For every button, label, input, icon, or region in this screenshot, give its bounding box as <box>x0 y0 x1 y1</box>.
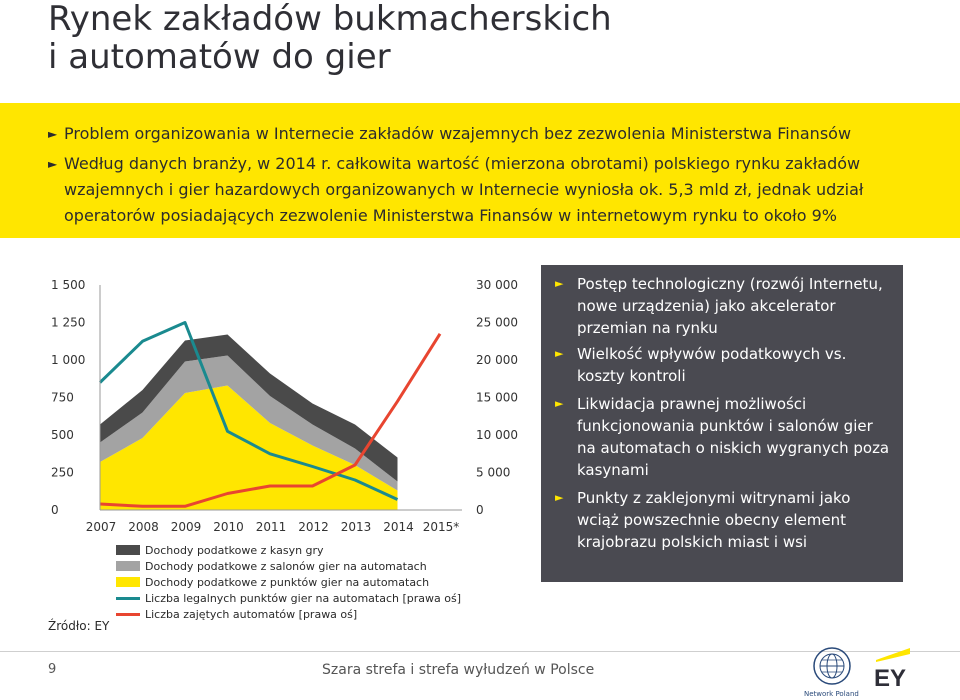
panel-item-1: ► Postęp technologiczny (rozwój Internetu… <box>555 273 895 339</box>
legend-swatch <box>116 597 140 600</box>
chart: 0 250 500 750 1 000 1 250 1 500 0 5 000 10 000 15 … <box>51 278 518 534</box>
right-tick-label: 30 000 <box>476 278 518 292</box>
stacked-areas <box>100 334 398 510</box>
legend-swatch <box>116 561 140 571</box>
right-tick-label: 15 000 <box>476 391 518 405</box>
bullet-2: ► Według danych branży, w 2014 r. całkow… <box>48 151 948 229</box>
x-tick-label: 2015* <box>423 520 460 534</box>
logo-caption: Network Poland <box>804 690 859 698</box>
source-note: Źródło: EY <box>48 619 110 633</box>
x-tick-label: 2013 <box>341 520 372 534</box>
x-tick-label: 2012 <box>298 520 329 534</box>
x-tick-label: 2008 <box>128 520 159 534</box>
left-tick-label: 1 000 <box>51 353 85 367</box>
x-tick-label: 2007 <box>86 520 117 534</box>
left-tick-label: 750 <box>51 391 74 405</box>
legend-label: Dochody podatkowe z salonów gier na auto… <box>145 560 427 573</box>
ey-logo: EY <box>874 648 910 690</box>
page-number: 9 <box>48 662 57 677</box>
legend-label: Dochody podatkowe z kasyn gry <box>145 544 324 557</box>
legend-label: Liczba zajętych automatów [prawa oś] <box>145 608 358 621</box>
panel-item-text: Punkty z zaklejonymi witrynami jako wcią… <box>577 489 851 551</box>
bullet-arrow-icon: ► <box>48 157 58 171</box>
legend-swatch <box>116 613 140 616</box>
right-tick-label: 0 <box>476 503 484 517</box>
bullet-arrow-icon: ► <box>555 347 564 360</box>
highlight-band <box>0 103 960 238</box>
side-panel: ► Postęp technologiczny (rozwój Internetu… <box>541 265 903 582</box>
axes: 0 250 500 750 1 000 1 250 1 500 0 5 000 10 000 15 … <box>51 278 518 534</box>
panel-item-2: ► Wielkość wpływów podatkowych vs. koszty… <box>555 343 895 387</box>
panel-item-text: Postęp technologiczny (rozwój Internetu,… <box>577 275 883 337</box>
title-line-2: i automatów do gier <box>48 37 391 77</box>
panel-item-text: Wielkość wpływów podatkowych vs. koszty … <box>577 345 847 385</box>
bullet-arrow-icon: ► <box>555 491 564 504</box>
bullet-2-text: Według danych branży, w 2014 r. całkowit… <box>64 154 864 225</box>
area-series-1 <box>100 355 398 491</box>
line-series-0 <box>98 321 399 501</box>
right-tick-label: 10 000 <box>476 428 518 442</box>
footer-divider <box>0 651 960 652</box>
right-tick-label: 5 000 <box>476 466 510 480</box>
area-series-2 <box>100 334 398 482</box>
left-tick-label: 500 <box>51 428 74 442</box>
legend-label: Dochody podatkowe z punktów gier na auto… <box>145 576 430 589</box>
left-tick-label: 0 <box>51 503 59 517</box>
area-series-0 <box>100 385 398 510</box>
x-tick-label: 2011 <box>256 520 287 534</box>
bullet-arrow-icon: ► <box>48 127 58 141</box>
title-line-1: Rynek zakładów bukmacherskich <box>48 0 612 39</box>
line-series <box>98 321 442 508</box>
right-tick-label: 20 000 <box>476 353 518 367</box>
un-global-compact-logo <box>813 647 851 685</box>
footer-title: Szara strefa i strefa wyłudzeń w Polsce <box>322 662 595 678</box>
right-tick-label: 25 000 <box>476 316 518 330</box>
left-tick-label: 1 500 <box>51 278 85 292</box>
x-tick-label: 2010 <box>213 520 244 534</box>
bullet-1-text: Problem organizowania w Internecie zakła… <box>64 124 852 143</box>
bullet-arrow-icon: ► <box>555 397 564 410</box>
legend-swatch <box>116 545 140 555</box>
panel-item-4: ► Punkty z zaklejonymi witrynami jako wci… <box>555 487 895 553</box>
panel-item-text: Likwidacja prawnej możliwości funkcjonow… <box>577 395 890 479</box>
bullet-arrow-icon: ► <box>555 277 564 290</box>
panel-item-3: ► Likwidacja prawnej możliwości funkcjono… <box>555 393 895 481</box>
page-title: Rynek zakładów bukmacherskich i automató… <box>48 0 928 76</box>
legend-label: Liczba legalnych punktów gier na automat… <box>145 592 461 605</box>
left-tick-label: 1 250 <box>51 316 85 330</box>
line-series-1 <box>99 333 442 508</box>
left-tick-label: 250 <box>51 466 74 480</box>
bullet-1: ► Problem organizowania w Internecie zak… <box>48 121 948 147</box>
ey-logo-text: EY <box>874 665 906 690</box>
x-tick-label: 2014 <box>383 520 414 534</box>
x-tick-label: 2009 <box>171 520 202 534</box>
legend-swatch <box>116 577 140 587</box>
